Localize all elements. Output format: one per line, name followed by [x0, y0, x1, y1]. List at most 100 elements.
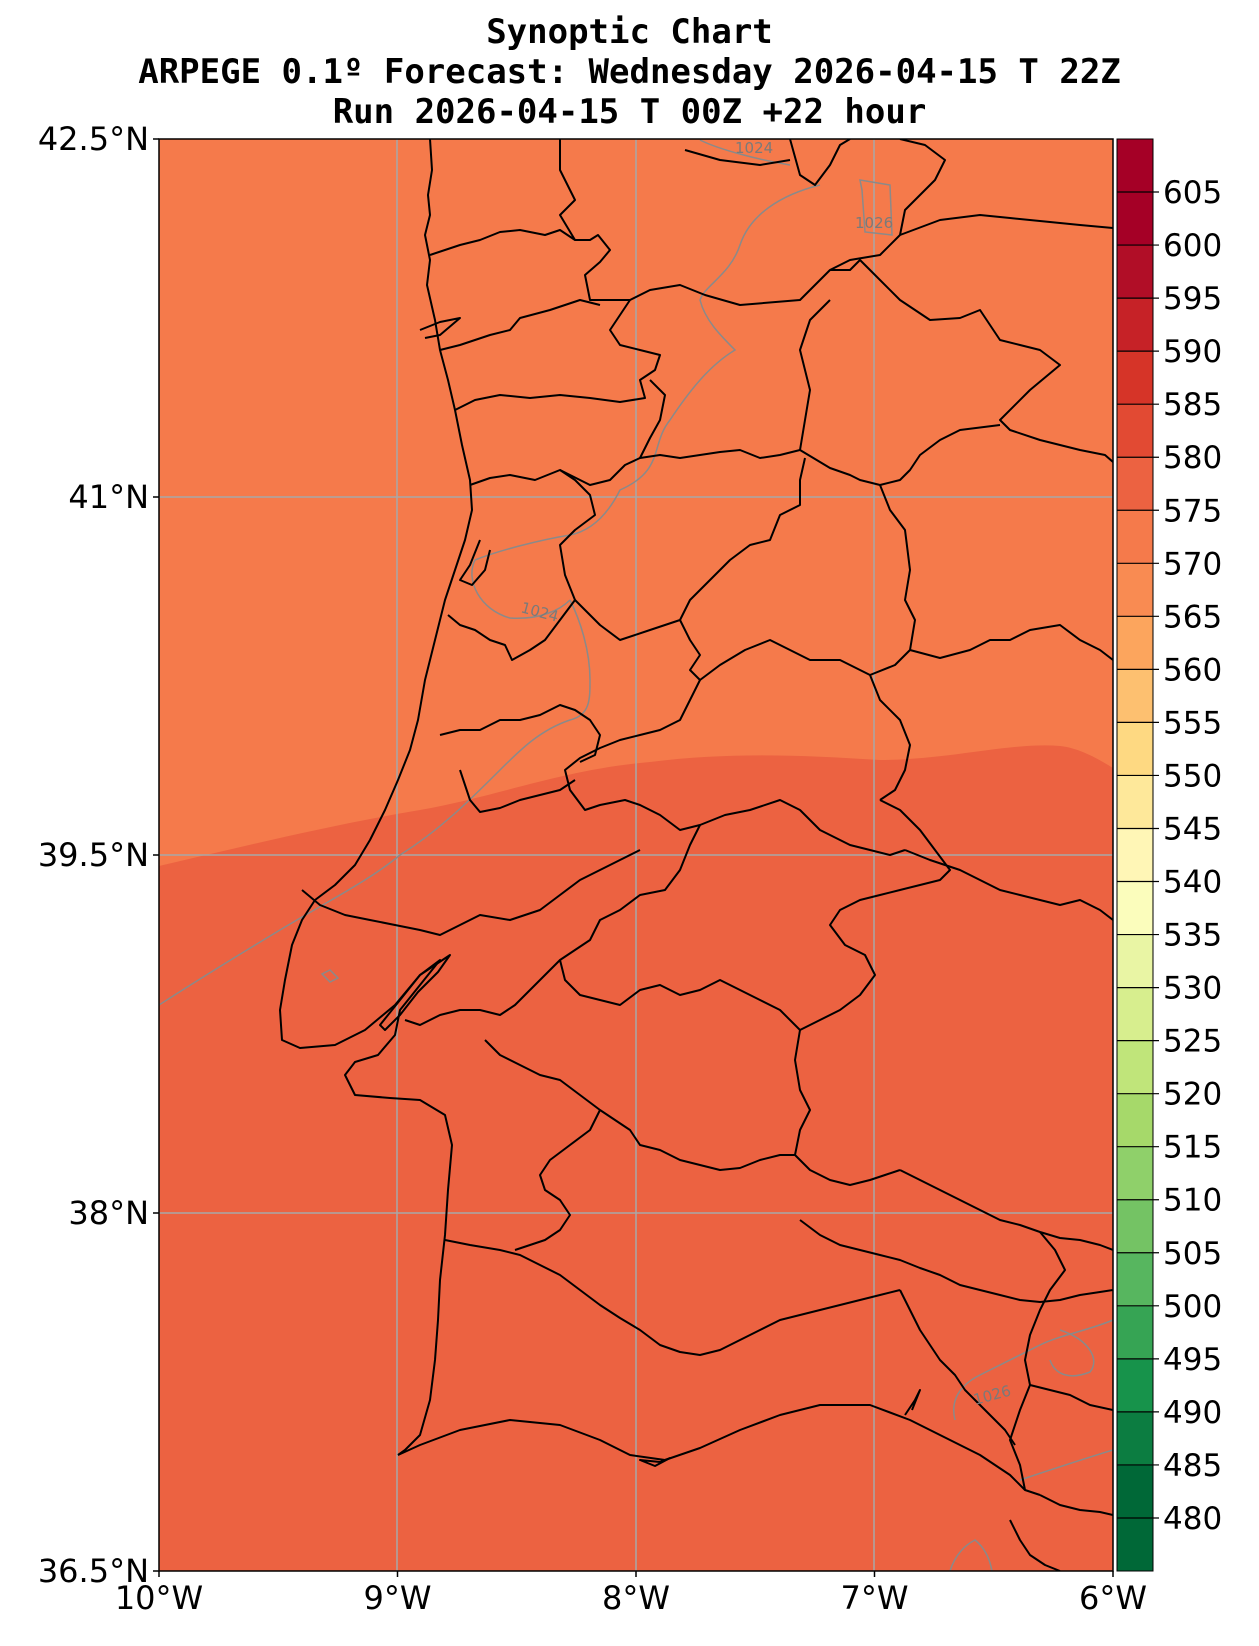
colorbar-tick-label: 500 [1163, 1289, 1222, 1325]
isobar-label-1: 1024 [735, 139, 773, 157]
border-salamanca [909, 624, 1113, 661]
lon-tick-label: 9°W [364, 1579, 432, 1617]
ria-formosa [639, 1457, 671, 1467]
chart-title-line3: Run 2026-04-15 T 00Z +22 hour [332, 92, 927, 132]
border-spain-north [789, 139, 851, 186]
border-huelva-east [899, 1289, 1016, 1446]
estuary-minho [419, 317, 461, 339]
border-spain-south [899, 1169, 1113, 1251]
colorbar-segment [1117, 1358, 1153, 1413]
lon-tick-label: 8°W [602, 1579, 670, 1617]
border-lisboa-santarem [301, 849, 641, 936]
border-cadiz [1039, 1494, 1113, 1516]
border-castelo-north [699, 639, 871, 681]
colorbar-tick-label: 505 [1163, 1236, 1222, 1272]
colorbar-segment [1117, 881, 1153, 936]
colorbar-segment [1117, 457, 1153, 511]
colorbar-segment [1117, 404, 1153, 458]
border-porto [454, 299, 661, 411]
border-portalegre [799, 799, 951, 1031]
border-southeast [1009, 1519, 1061, 1571]
gridlines [159, 139, 1113, 1571]
colorbar-tick-label: 555 [1163, 705, 1222, 741]
colorbar-segment [1117, 1040, 1153, 1095]
chart-title-line2: ARPEGE 0.1º Forecast: Wednesday 2026-04-… [138, 52, 1121, 92]
colorbar-tick-label: 495 [1163, 1342, 1222, 1378]
border-north-2 [429, 229, 576, 256]
isobar-1026-loop [1049, 1329, 1095, 1377]
colorbar-segment [1117, 139, 1153, 193]
lat-tick-label: 39.5°N [38, 836, 149, 874]
border-vila-real [799, 299, 831, 451]
isobar-small-ring [320, 969, 340, 983]
colorbar-segment [1117, 510, 1153, 564]
lon-tick-label: 10°W [115, 1579, 203, 1617]
boundaries [279, 139, 1113, 1571]
colorbar-segment [1117, 1305, 1153, 1360]
colorbar-tick-label: 580 [1163, 440, 1222, 476]
colorbar-segment [1117, 616, 1153, 670]
colorbar-tick-label: 535 [1163, 918, 1222, 954]
colorbar-tick-label: 565 [1163, 599, 1222, 635]
colorbar-tick-label: 550 [1163, 758, 1222, 794]
border-aveiro [447, 469, 596, 661]
colorbar-segment [1117, 1517, 1153, 1572]
coastline-south [397, 1404, 1041, 1496]
isobar-1026-southeast [953, 1319, 1113, 1421]
isobar-closed-north [859, 179, 893, 236]
colorbar-tick-label: 540 [1163, 865, 1222, 901]
colorbar-segment [1117, 669, 1153, 723]
estuary-guadiana [904, 1389, 921, 1416]
lat-tick-label: 38°N [68, 1194, 149, 1232]
colorbar-tick-label: 530 [1163, 971, 1222, 1007]
colorbar-segment [1117, 775, 1153, 829]
lon-tick-label: 6°W [1079, 1579, 1147, 1617]
estuary-tejo [379, 954, 451, 1031]
colorbar-tick-label: 510 [1163, 1183, 1222, 1219]
border-beja-faro [444, 1239, 901, 1356]
colorbar-segment [1117, 192, 1153, 246]
lat-tick-label: 36.5°N [38, 1552, 149, 1590]
colorbar-tick-label: 545 [1163, 811, 1222, 847]
border-huelva [799, 1219, 1113, 1303]
map-area: 1024 1024 1026 1026 [159, 139, 1113, 1571]
colorbar-frame [1116, 138, 1154, 1572]
colorbar-tick-label: 590 [1163, 334, 1222, 370]
colorbar-tick-label: 490 [1163, 1395, 1222, 1431]
isobar-southeast-edge [1019, 1449, 1113, 1481]
colorbar-segment [1117, 1093, 1153, 1148]
colorbar-segment [1117, 1411, 1153, 1466]
border-andalucia [1009, 1231, 1066, 1491]
colorbar-segment [1117, 298, 1153, 352]
colorbar-segment [1117, 934, 1153, 989]
colorbar-segment [1117, 351, 1153, 405]
colorbar-tick-label: 570 [1163, 546, 1222, 582]
border-braga [439, 299, 601, 351]
border-coimbra-castelo [564, 619, 906, 856]
border-beja-west [514, 1109, 601, 1251]
colorbar-segment [1117, 987, 1153, 1042]
border-viseu [574, 457, 806, 641]
colorbar-segment [1117, 563, 1153, 617]
isobar-label-3: 1026 [855, 214, 893, 232]
border-leiria [439, 704, 601, 763]
isobars [159, 139, 1113, 1571]
colorbar-segment [1117, 245, 1153, 299]
colorbar-segment [1117, 1252, 1153, 1307]
border-evora-beja [794, 1029, 901, 1186]
colorbar-tick-label: 525 [1163, 1024, 1222, 1060]
border-guarda-castelo [869, 484, 916, 801]
colorbar-segment [1117, 722, 1153, 776]
colorbar-tick-label: 585 [1163, 387, 1222, 423]
border-northeast [899, 139, 946, 236]
isobar-north [699, 139, 791, 166]
border-aveiro-north [469, 424, 1001, 486]
colorbar-tick-label: 575 [1163, 493, 1222, 529]
border-badajoz [904, 849, 1113, 921]
border-north-1 [559, 139, 1113, 463]
colorbar-tick-label: 595 [1163, 281, 1222, 317]
colorbar-segment [1117, 1464, 1153, 1519]
colorbar-segment [1117, 1146, 1153, 1201]
border-santarem-north [459, 769, 576, 813]
border-setubal-beja [484, 1039, 795, 1171]
